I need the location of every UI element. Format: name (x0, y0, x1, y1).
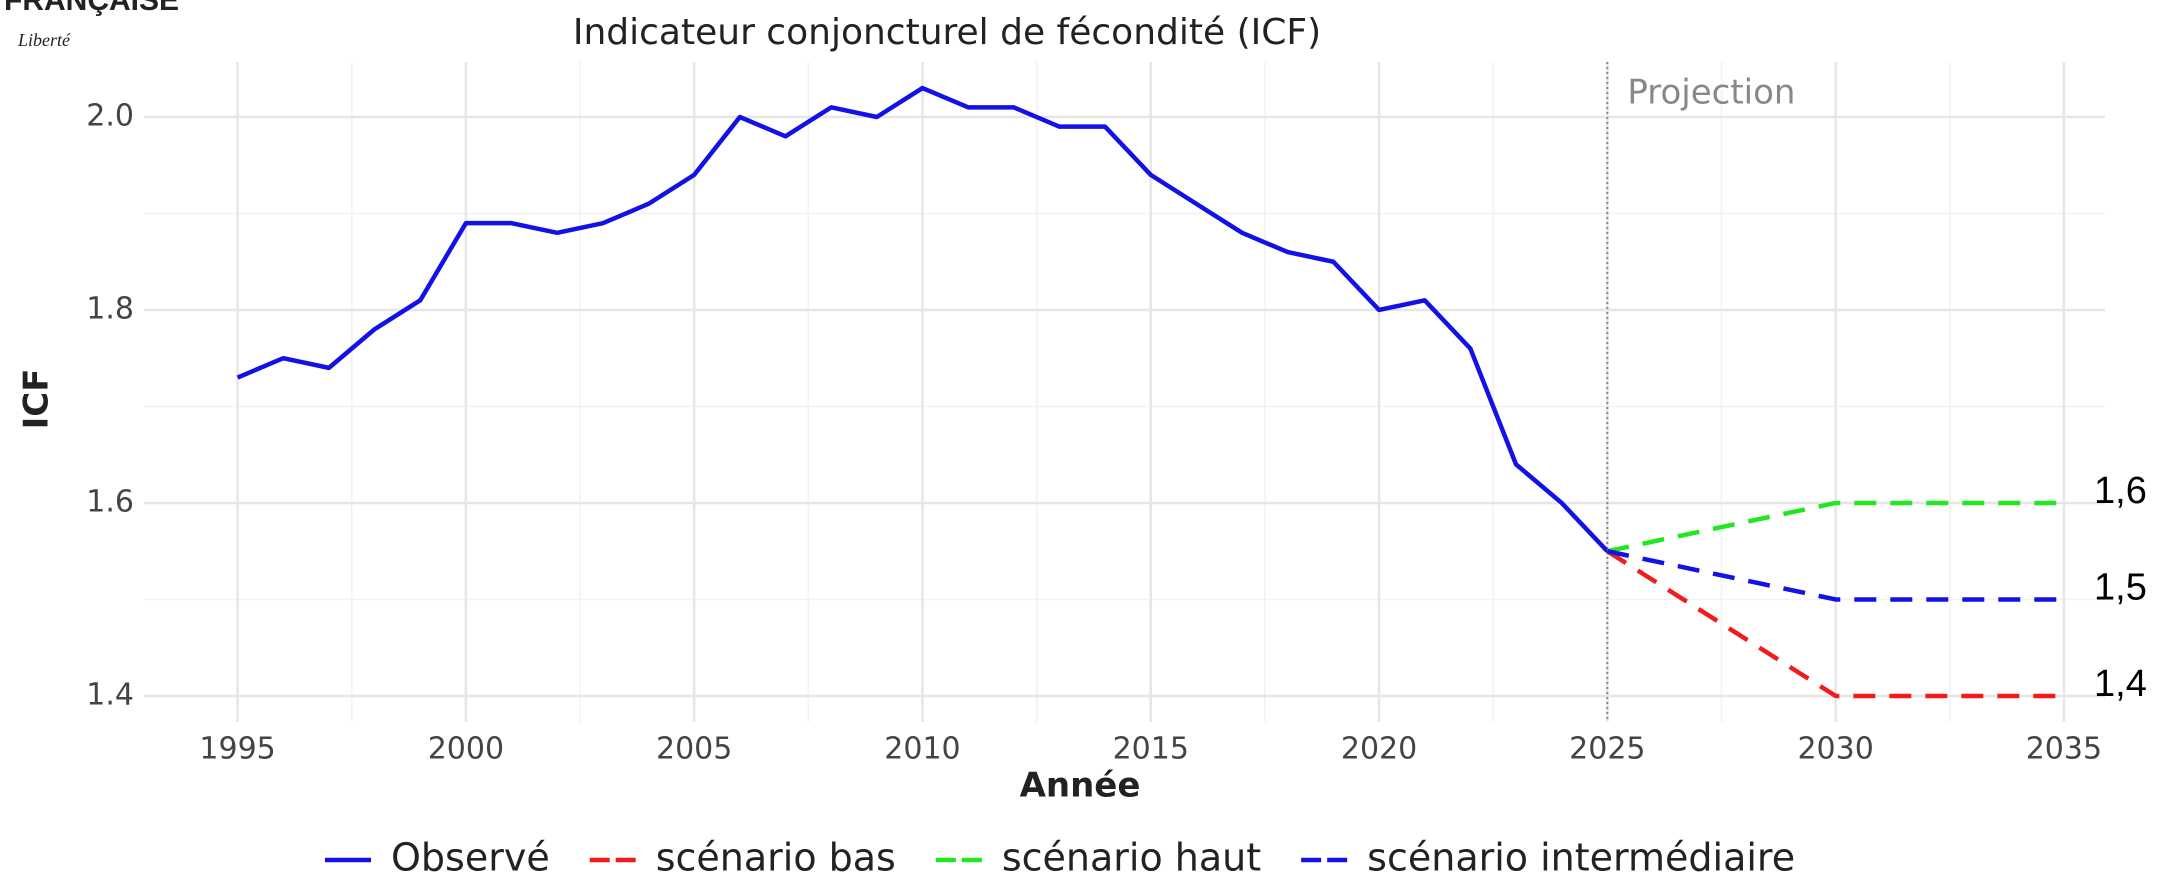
series-line (1606, 500, 2064, 554)
y-tick-label: 1.6 (86, 484, 134, 519)
y-axis-label: ICF (17, 369, 57, 430)
chart-title: Indicateur conjoncturel de fécondité (IC… (573, 12, 1321, 53)
series-line (1606, 549, 2064, 699)
y-tick-label: 1.8 (86, 291, 134, 326)
x-tick-label: 1995 (199, 732, 275, 767)
legend-label: scénario bas (656, 836, 896, 875)
x-tick-label: 2025 (1569, 732, 1645, 767)
x-tick-label: 2000 (428, 732, 504, 767)
y-tick-label: 1.4 (86, 677, 134, 712)
x-tick-label: 2010 (884, 732, 960, 767)
header-motto: Liberté (17, 30, 71, 50)
legend-label: scénario intermédiaire (1367, 836, 1795, 875)
annotation: Projection (1627, 73, 1795, 113)
x-tick-label: 2030 (1797, 732, 1873, 767)
x-axis-label: Année (1020, 766, 1141, 806)
end-label: 1,4 (2094, 663, 2147, 705)
end-label: 1,6 (2094, 470, 2147, 512)
end-label: 1,5 (2094, 566, 2147, 608)
x-tick-label: 2005 (656, 732, 732, 767)
series-line (1606, 549, 2064, 602)
x-tick-label: 2035 (2026, 732, 2102, 767)
y-tick-label: 2.0 (86, 99, 134, 134)
series-line (236, 85, 1609, 553)
legend-label: scénario haut (1002, 836, 1261, 875)
x-tick-label: 2020 (1341, 732, 1417, 767)
x-tick-label: 2015 (1113, 732, 1189, 767)
header-title: FRANÇAISE (4, 0, 179, 17)
legend-label: Observé (391, 836, 550, 875)
